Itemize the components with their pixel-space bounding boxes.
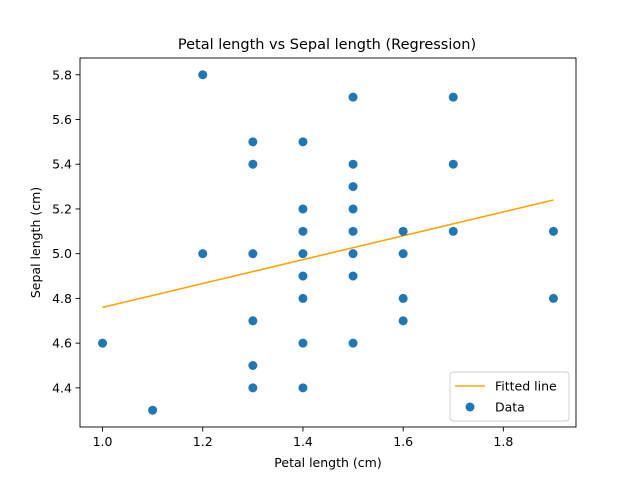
data-point: [148, 405, 158, 415]
y-tick-label: 5.4: [52, 157, 72, 172]
data-point: [348, 249, 358, 259]
data-point: [248, 383, 258, 393]
y-tick-label: 5.2: [52, 201, 72, 216]
y-tick-label: 5.6: [52, 112, 72, 127]
data-point: [548, 293, 558, 303]
data-point: [248, 137, 258, 147]
data-point: [198, 70, 208, 80]
data-point: [248, 249, 258, 259]
data-point: [448, 92, 458, 102]
legend-data-marker-swatch: [465, 402, 475, 412]
data-point: [198, 249, 208, 259]
data-point: [448, 159, 458, 169]
data-point: [98, 338, 108, 348]
x-axis-label: Petal length (cm): [274, 455, 381, 470]
data-point: [348, 204, 358, 214]
x-tick-label: 1.4: [293, 434, 313, 449]
y-tick-label: 5.0: [52, 246, 72, 261]
legend-data-label: Data: [495, 400, 525, 415]
data-point: [398, 226, 408, 236]
data-point: [548, 226, 558, 236]
data-point: [298, 271, 308, 281]
legend-fitted-line-label: Fitted line: [495, 379, 557, 394]
legend: Fitted line Data: [449, 371, 570, 422]
data-point: [348, 338, 358, 348]
data-point: [448, 226, 458, 236]
data-point: [398, 293, 408, 303]
data-point: [298, 249, 308, 259]
y-axis-ticks: 4.4 4.6 4.8 5.0 5.2 5.4 5.6 5.8: [52, 67, 80, 395]
data-point: [298, 293, 308, 303]
data-point: [298, 383, 308, 393]
data-point: [348, 92, 358, 102]
data-point: [348, 159, 358, 169]
y-axis-label: Sepal length (cm): [28, 187, 43, 298]
x-tick-label: 1.2: [193, 434, 213, 449]
y-tick-label: 4.4: [52, 380, 72, 395]
x-axis-ticks: 1.0 1.2 1.4 1.6 1.8: [93, 427, 513, 449]
data-point: [298, 204, 308, 214]
data-point: [298, 226, 308, 236]
y-tick-label: 4.8: [52, 291, 72, 306]
data-point: [248, 316, 258, 326]
data-point: [248, 159, 258, 169]
x-tick-label: 1.6: [393, 434, 413, 449]
data-point: [348, 182, 358, 192]
data-point: [398, 249, 408, 259]
data-point: [298, 137, 308, 147]
x-tick-label: 1.8: [493, 434, 513, 449]
data-point: [298, 338, 308, 348]
legend-box: [449, 371, 570, 422]
chart-title: Petal length vs Sepal length (Regression…: [178, 37, 476, 53]
data-point: [348, 271, 358, 281]
fitted-regression-line: [102, 199, 554, 309]
axes-frame: [79, 57, 577, 428]
y-tick-label: 4.6: [52, 336, 72, 351]
plot-area: [98, 70, 558, 415]
data-point: [248, 361, 258, 370]
y-tick-label: 5.8: [52, 67, 72, 82]
x-tick-label: 1.0: [93, 434, 113, 449]
data-point: [398, 316, 408, 326]
data-point: [348, 226, 358, 236]
